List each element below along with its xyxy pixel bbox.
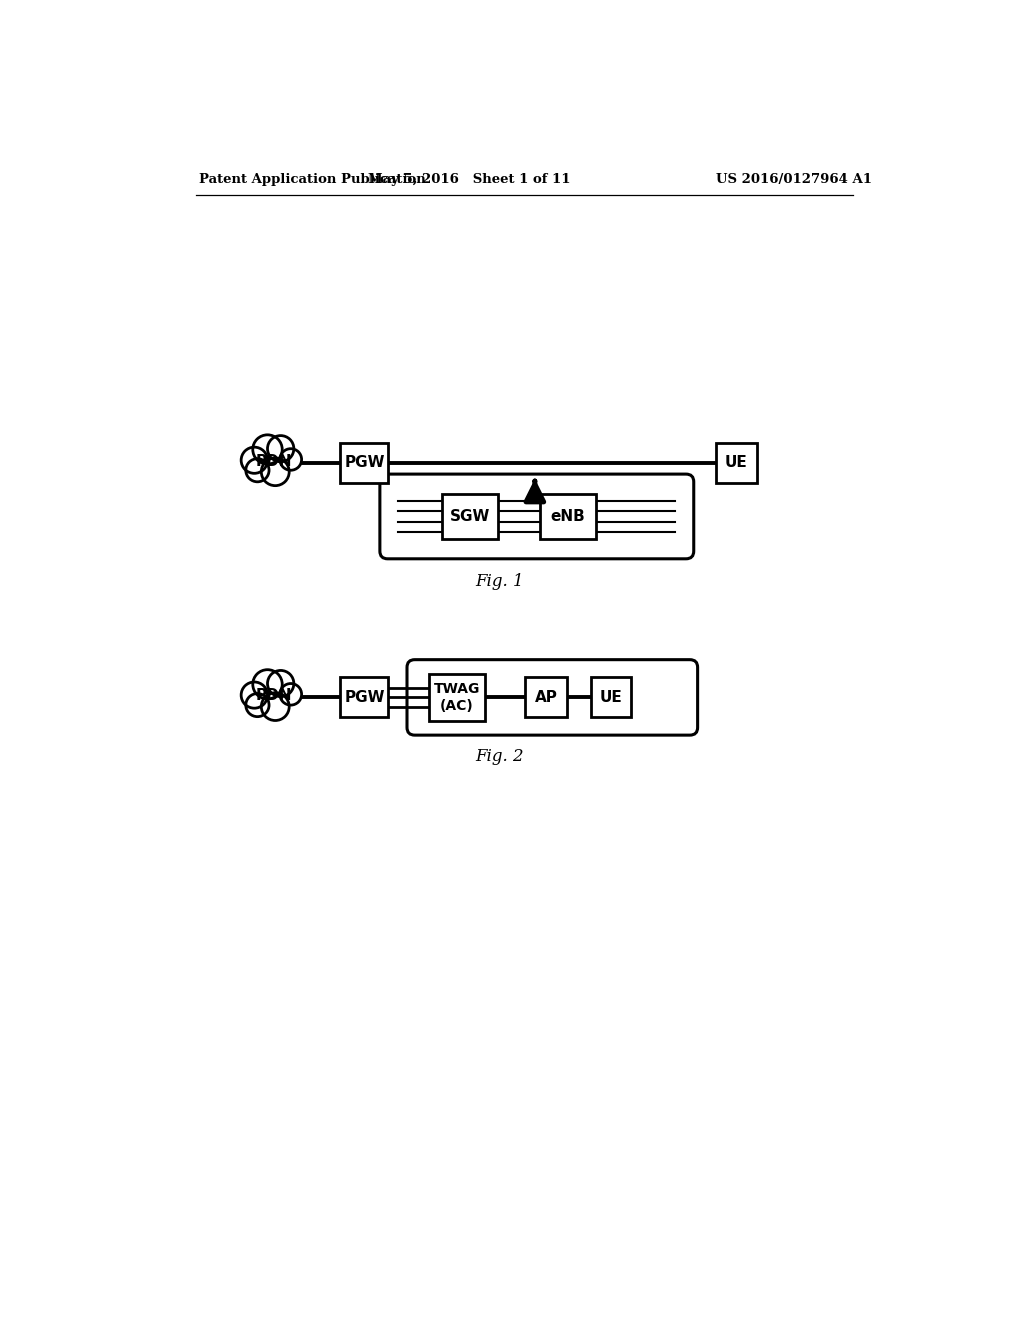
FancyBboxPatch shape	[429, 673, 484, 721]
Text: PDN: PDN	[255, 454, 292, 469]
Circle shape	[261, 693, 289, 721]
Text: Patent Application Publication: Patent Application Publication	[200, 173, 426, 186]
Circle shape	[246, 459, 269, 482]
Circle shape	[241, 682, 267, 709]
Text: AP: AP	[535, 690, 557, 705]
Text: PGW: PGW	[344, 455, 385, 470]
FancyBboxPatch shape	[340, 677, 388, 718]
Circle shape	[253, 434, 283, 465]
Text: PGW: PGW	[344, 690, 385, 705]
Circle shape	[267, 671, 294, 697]
Text: Fig. 1: Fig. 1	[476, 573, 524, 590]
Circle shape	[246, 693, 269, 717]
Circle shape	[241, 447, 267, 474]
FancyBboxPatch shape	[541, 494, 596, 539]
Circle shape	[280, 449, 302, 470]
FancyBboxPatch shape	[591, 677, 631, 718]
Circle shape	[267, 436, 294, 462]
Text: US 2016/0127964 A1: US 2016/0127964 A1	[717, 173, 872, 186]
Text: UE: UE	[599, 690, 623, 705]
Text: Fig. 2: Fig. 2	[476, 748, 524, 766]
Text: PDN: PDN	[255, 688, 292, 704]
Text: UE: UE	[725, 455, 748, 470]
Text: SGW: SGW	[450, 510, 489, 524]
Circle shape	[280, 684, 302, 705]
Circle shape	[253, 669, 283, 700]
FancyBboxPatch shape	[407, 660, 697, 735]
FancyBboxPatch shape	[340, 442, 388, 483]
FancyBboxPatch shape	[442, 494, 498, 539]
FancyBboxPatch shape	[716, 442, 757, 483]
Text: May 5, 2016   Sheet 1 of 11: May 5, 2016 Sheet 1 of 11	[368, 173, 570, 186]
Circle shape	[261, 458, 289, 486]
Text: TWAG
(AC): TWAG (AC)	[433, 681, 480, 713]
FancyBboxPatch shape	[380, 474, 693, 558]
FancyBboxPatch shape	[525, 677, 567, 718]
Text: eNB: eNB	[551, 510, 586, 524]
